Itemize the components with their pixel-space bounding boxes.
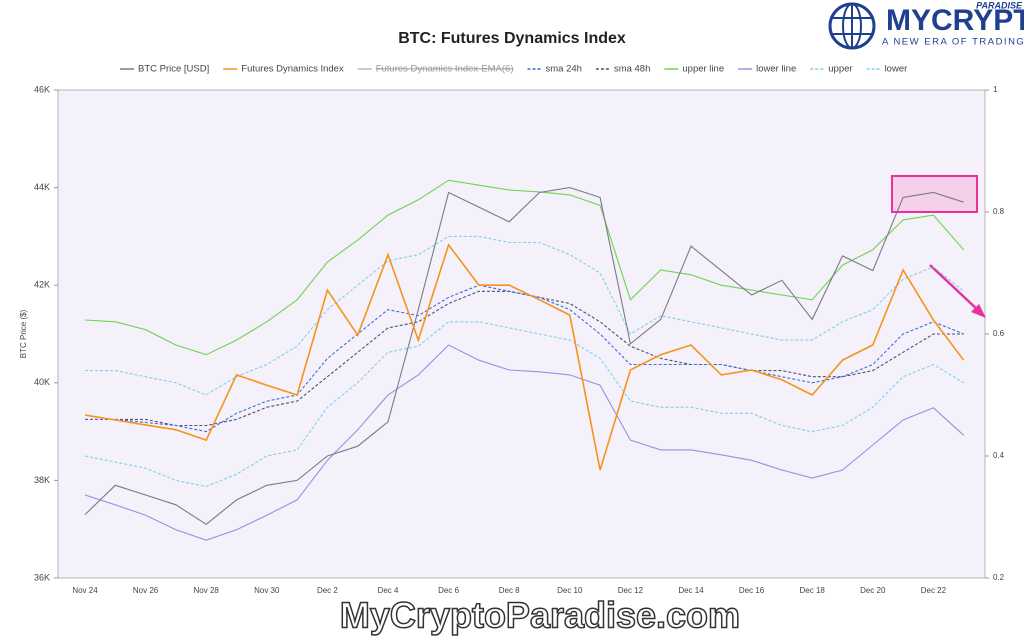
chart-title: BTC: Futures Dynamics Index <box>398 30 626 47</box>
x-tick-label: Dec 18 <box>800 586 826 595</box>
x-tick-label: Dec 16 <box>739 586 765 595</box>
series-line <box>84 344 965 541</box>
x-tick-label: Nov 28 <box>194 586 220 595</box>
y-axis-label: BTC Price ($) <box>19 309 28 358</box>
legend-label: lower <box>885 64 908 75</box>
x-tick-label: Dec 10 <box>557 586 583 595</box>
x-tick-label: Nov 30 <box>254 586 280 595</box>
y2-tick-label: 0.4 <box>993 451 1005 460</box>
legend-label: sma 24h <box>546 64 582 75</box>
highlight-box <box>891 175 978 213</box>
y-tick-label: 46K <box>34 84 50 94</box>
x-tick-label: Dec 20 <box>860 586 886 595</box>
x-tick-label: Nov 24 <box>72 586 98 595</box>
x-tick-label: Dec 6 <box>438 586 459 595</box>
x-tick-label: Dec 8 <box>499 586 520 595</box>
series-line <box>85 235 965 396</box>
x-tick-label: Dec 14 <box>678 586 704 595</box>
y2-tick-label: 1 <box>993 85 998 94</box>
legend-label: sma 48h <box>614 64 650 75</box>
legend-label: BTC Price [USD] <box>138 64 209 75</box>
legend-label: upper <box>828 64 852 75</box>
y-tick-label: 36K <box>34 572 50 582</box>
y2-tick-label: 0.2 <box>993 573 1005 582</box>
y-tick-label: 38K <box>34 475 50 485</box>
legend-label: upper line <box>682 64 724 75</box>
y2-tick-label: 0.6 <box>993 329 1005 338</box>
x-tick-label: Dec 22 <box>921 586 947 595</box>
series-line <box>84 243 965 471</box>
legend-label: lower line <box>756 64 796 75</box>
x-tick-label: Nov 26 <box>133 586 159 595</box>
y-tick-label: 42K <box>34 280 50 290</box>
logo: MYCRYPTO PARADISE A NEW ERA OF TRADING <box>828 0 1024 50</box>
series-line <box>84 179 965 356</box>
logo-name: MYCRYPTO <box>886 4 1024 37</box>
series-line <box>84 187 964 525</box>
y-tick-label: 44K <box>34 182 50 192</box>
x-tick-label: Dec 2 <box>317 586 338 595</box>
logo-tag: PARADISE <box>976 0 1023 10</box>
watermark: MyCryptoParadise.com <box>340 595 740 636</box>
logo-tagline: A NEW ERA OF TRADING <box>882 37 1024 48</box>
plot-area <box>57 89 986 579</box>
y2-tick-label: 0.8 <box>993 207 1005 216</box>
series-line <box>85 284 964 433</box>
legend: BTC Price [USD] Futures Dynamics Index Fut… <box>120 64 907 75</box>
arrow-head <box>971 304 986 318</box>
arrow <box>929 264 981 313</box>
y-tick-label: 40K <box>34 377 50 387</box>
legend-label: Futures Dynamics Index <box>241 64 344 75</box>
x-tick-label: Dec 12 <box>618 586 644 595</box>
x-tick-label: Dec 4 <box>378 586 399 595</box>
legend-label: Futures Dynamics Index-EMA(6) <box>376 64 514 75</box>
series-line <box>84 321 964 488</box>
